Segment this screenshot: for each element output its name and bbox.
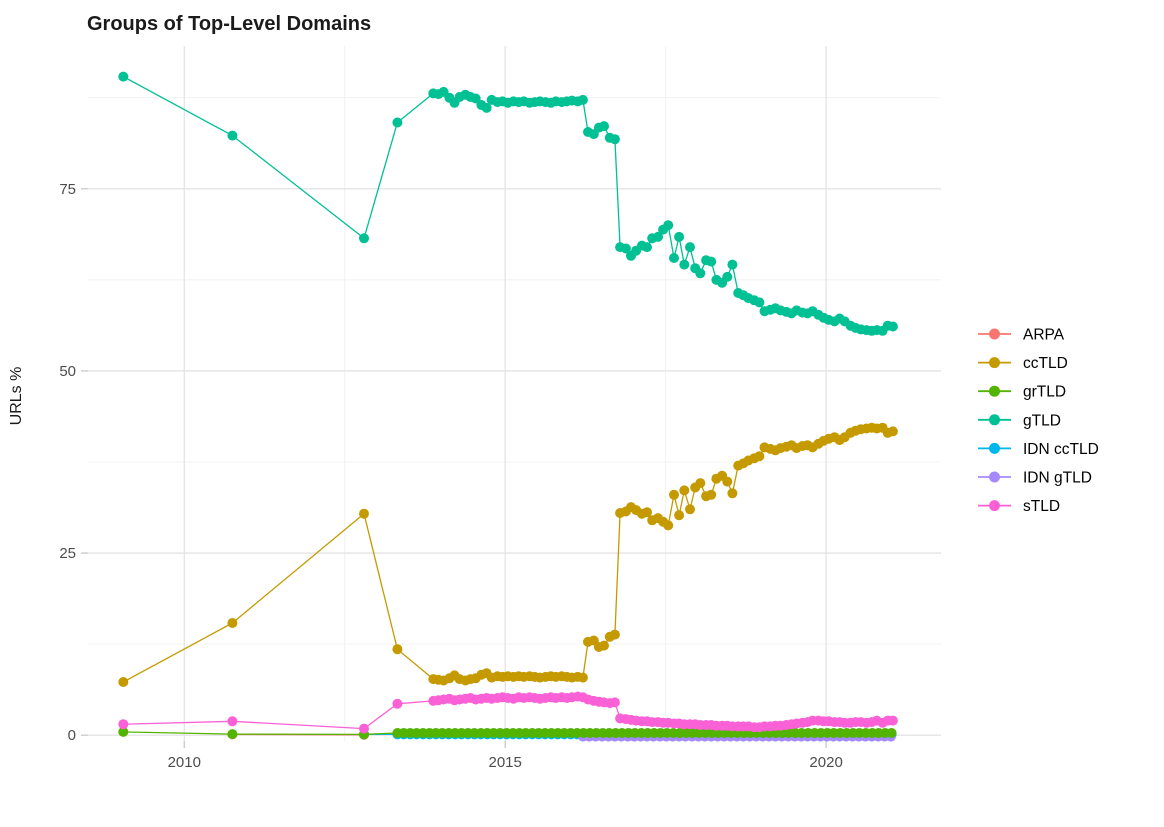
data-point bbox=[887, 321, 898, 332]
data-point bbox=[609, 134, 620, 145]
legend-label: IDN gTLD bbox=[1023, 470, 1092, 487]
data-point bbox=[727, 259, 738, 270]
data-point bbox=[754, 451, 765, 462]
data-point bbox=[481, 102, 492, 113]
data-point bbox=[727, 488, 738, 499]
data-point bbox=[118, 71, 129, 82]
data-point bbox=[118, 719, 129, 730]
legend-key-point bbox=[989, 385, 1000, 397]
data-point bbox=[663, 520, 674, 531]
axis-tick-labels: 2010 2015 2020 0 25 50 75 bbox=[59, 181, 842, 771]
legend-item-IDN-gTLD: IDN gTLD bbox=[978, 470, 1092, 487]
data-point bbox=[227, 716, 238, 727]
data-point bbox=[754, 297, 765, 308]
data-point bbox=[663, 220, 674, 231]
y-tick-label: 75 bbox=[59, 181, 76, 198]
data-point bbox=[392, 644, 403, 655]
data-point bbox=[887, 426, 898, 437]
data-point bbox=[118, 726, 129, 737]
legend-item-sTLD: sTLD bbox=[978, 498, 1060, 515]
data-point bbox=[620, 243, 631, 254]
data-point bbox=[359, 508, 369, 519]
data-point bbox=[722, 271, 733, 282]
y-axis-title: URLs % bbox=[8, 367, 25, 426]
data-point bbox=[669, 253, 679, 263]
y-tick-label: 25 bbox=[59, 545, 76, 562]
data-point bbox=[679, 485, 690, 496]
data-point bbox=[577, 672, 588, 683]
legend-item-gTLD: gTLD bbox=[978, 412, 1061, 429]
data-point bbox=[359, 233, 369, 244]
legend-item-IDN-ccTLD: IDN ccTLD bbox=[978, 441, 1099, 458]
data-point bbox=[674, 510, 685, 521]
data-point bbox=[599, 640, 609, 651]
legend-item-ARPA: ARPA bbox=[978, 327, 1065, 344]
legend-key-point bbox=[989, 500, 1000, 512]
data-point bbox=[887, 715, 898, 726]
y-tick-label: 0 bbox=[68, 727, 76, 744]
y-tick-label: 50 bbox=[59, 363, 76, 380]
data-point bbox=[470, 93, 481, 104]
data-point bbox=[706, 489, 717, 500]
data-point bbox=[886, 728, 897, 738]
series-sTLD bbox=[118, 691, 898, 734]
data-point bbox=[392, 698, 403, 709]
legend-item-grTLD: grTLD bbox=[978, 384, 1066, 401]
legend-label: grTLD bbox=[1023, 384, 1066, 401]
data-point bbox=[685, 504, 695, 515]
data-point bbox=[609, 629, 620, 640]
legend-key-point bbox=[989, 414, 1000, 426]
data-point bbox=[227, 130, 238, 141]
legend-key-point bbox=[989, 471, 1000, 483]
data-point bbox=[609, 697, 620, 708]
legend-key-point bbox=[989, 442, 1000, 454]
data-point bbox=[118, 677, 129, 687]
data-point bbox=[722, 476, 733, 487]
x-tick-label: 2010 bbox=[168, 754, 201, 771]
legend-key-point bbox=[989, 328, 1000, 340]
legend-label: ccTLD bbox=[1023, 355, 1068, 372]
series-ccTLD bbox=[118, 422, 898, 687]
legend-label: IDN ccTLD bbox=[1023, 441, 1099, 458]
data-point bbox=[695, 268, 706, 279]
data-point bbox=[653, 231, 663, 242]
axis-ticks bbox=[81, 188, 827, 748]
data-point bbox=[359, 723, 369, 734]
data-point bbox=[706, 256, 717, 267]
data-point bbox=[674, 231, 685, 242]
x-tick-label: 2015 bbox=[489, 754, 522, 771]
x-tick-label: 2020 bbox=[809, 754, 842, 771]
data-point bbox=[642, 507, 652, 518]
data-point bbox=[685, 242, 695, 253]
data-point bbox=[392, 117, 403, 128]
legend-item-ccTLD: ccTLD bbox=[978, 355, 1068, 372]
data-point bbox=[227, 729, 238, 740]
data-series-layer bbox=[118, 71, 898, 742]
data-point bbox=[599, 121, 609, 132]
data-point bbox=[695, 478, 706, 489]
data-point bbox=[679, 259, 690, 270]
series-gTLD bbox=[118, 71, 898, 336]
data-point bbox=[577, 94, 588, 105]
data-point bbox=[669, 489, 679, 500]
gridlines bbox=[88, 46, 941, 741]
legend: ARPA ccTLD grTLD gTLD IDN ccTLD IDN gTLD sTLD bbox=[978, 327, 1099, 515]
data-point bbox=[642, 242, 652, 253]
chart-title: Groups of Top-Level Domains bbox=[87, 13, 371, 35]
legend-label: sTLD bbox=[1023, 498, 1060, 515]
data-point bbox=[227, 618, 238, 628]
legend-key-point bbox=[989, 357, 1000, 369]
legend-label: ARPA bbox=[1023, 327, 1065, 344]
legend-label: gTLD bbox=[1023, 412, 1061, 429]
